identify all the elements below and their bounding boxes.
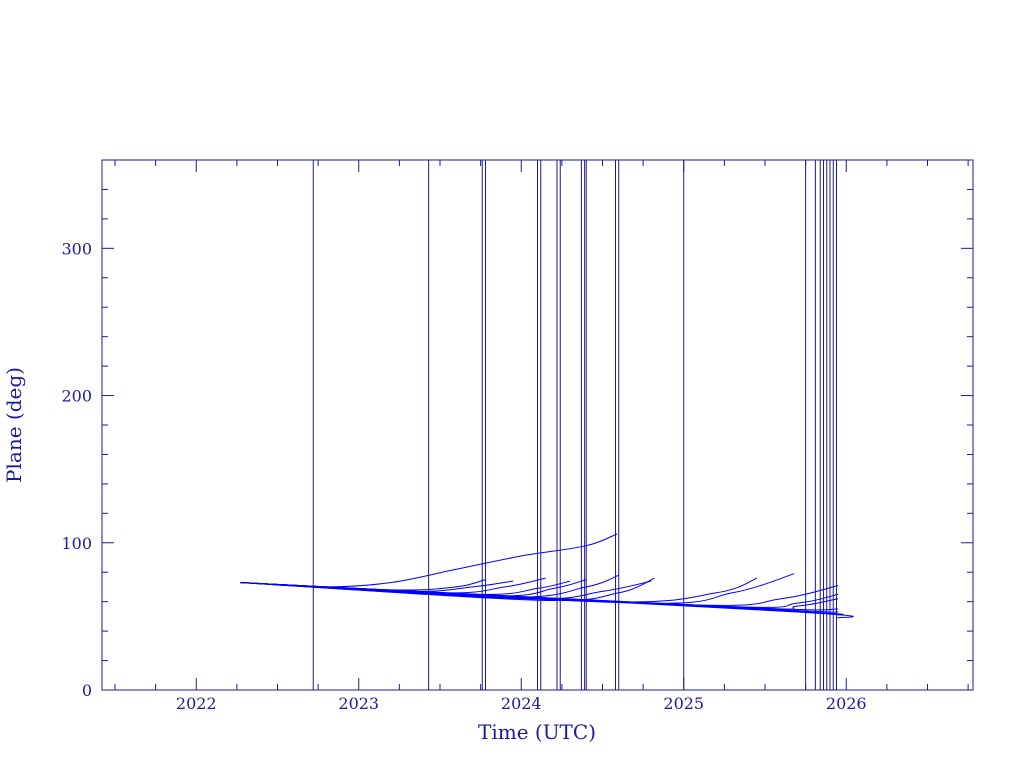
- y-tick-label: 0: [82, 681, 92, 700]
- x-axis-label: Time (UTC): [478, 720, 596, 744]
- vertical-markers: [312, 160, 837, 690]
- y-tick-label: 100: [61, 534, 92, 553]
- series-line-17: [240, 582, 854, 619]
- x-tick-label: 2026: [826, 694, 867, 713]
- series-lines: [240, 533, 854, 619]
- y-tick-label: 300: [61, 239, 92, 258]
- x-tick-label: 2024: [501, 694, 542, 713]
- series-line-12: [240, 582, 839, 608]
- axis-ticks: [102, 159, 973, 691]
- x-tick-label: 2025: [663, 694, 704, 713]
- y-axis-label: Plane (deg): [2, 367, 26, 483]
- series-line-11: [240, 582, 839, 606]
- series-line-8: [240, 577, 655, 602]
- x-tick-label: 2022: [176, 694, 217, 713]
- y-tick-label: 200: [61, 387, 92, 406]
- tick-labels: 2022 2023 2024 2025 2026 0 100 200 300: [61, 239, 866, 713]
- plot-frame: [101, 159, 974, 691]
- x-tick-label: 2023: [338, 694, 379, 713]
